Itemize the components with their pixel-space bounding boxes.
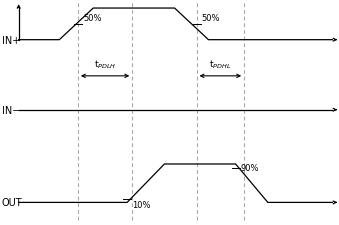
Text: 10%: 10% [132, 200, 151, 209]
Text: 50%: 50% [83, 14, 102, 23]
Text: IN−: IN− [2, 105, 20, 115]
Text: OUT: OUT [2, 198, 22, 207]
Text: 90%: 90% [241, 164, 259, 173]
Text: t$_{PDLH}$: t$_{PDLH}$ [94, 58, 116, 71]
Text: t$_{PDHL}$: t$_{PDHL}$ [209, 58, 232, 71]
Text: IN+: IN+ [2, 36, 20, 45]
Text: 50%: 50% [202, 14, 220, 23]
